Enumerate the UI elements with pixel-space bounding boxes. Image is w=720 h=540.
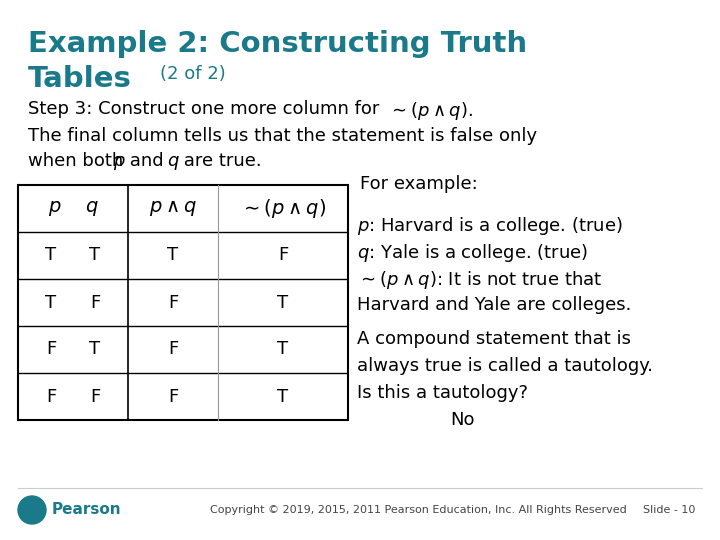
Text: Slide - 10: Slide - 10 (643, 505, 695, 515)
Text: F: F (46, 341, 56, 359)
Text: T: T (89, 341, 101, 359)
Text: F: F (168, 294, 178, 312)
Text: $\sim(p \wedge q).$: $\sim(p \wedge q).$ (388, 100, 473, 122)
Text: p: p (113, 152, 125, 170)
Text: Step 3: Construct one more column for: Step 3: Construct one more column for (28, 100, 379, 118)
Text: and: and (124, 152, 169, 170)
Text: Pearson: Pearson (52, 503, 122, 517)
Text: Is this a tautology?: Is this a tautology? (357, 384, 528, 402)
Text: are true.: are true. (178, 152, 261, 170)
Text: F: F (90, 294, 100, 312)
Text: For example:: For example: (360, 175, 478, 193)
Text: P: P (27, 503, 37, 516)
Text: A compound statement that is: A compound statement that is (357, 330, 631, 348)
Text: Tables: Tables (28, 65, 132, 93)
Text: T: T (45, 246, 57, 265)
Text: when both: when both (28, 152, 129, 170)
Circle shape (18, 496, 46, 524)
Text: $q$: Yale is a college. (true): $q$: Yale is a college. (true) (357, 242, 588, 264)
Text: $p \wedge q$: $p \wedge q$ (149, 199, 197, 218)
Text: $\sim(p \wedge q)$: It is not true that: $\sim(p \wedge q)$: It is not true that (357, 269, 602, 291)
Text: T: T (277, 388, 289, 406)
Text: F: F (168, 388, 178, 406)
Text: $\sim(p \wedge q)$: $\sim(p \wedge q)$ (240, 197, 326, 220)
Text: F: F (278, 246, 288, 265)
Text: F: F (168, 341, 178, 359)
Text: always true is called a tautology.: always true is called a tautology. (357, 357, 653, 375)
Text: No: No (450, 411, 474, 429)
Text: T: T (89, 246, 101, 265)
Text: The final column tells us that the statement is false only: The final column tells us that the state… (28, 127, 537, 145)
Text: F: F (46, 388, 56, 406)
Text: $p$: Harvard is a college. (true): $p$: Harvard is a college. (true) (357, 215, 623, 237)
Text: Example 2: Constructing Truth: Example 2: Constructing Truth (28, 30, 527, 58)
Text: F: F (90, 388, 100, 406)
Text: T: T (277, 341, 289, 359)
Text: (2 of 2): (2 of 2) (160, 65, 226, 83)
Text: q: q (167, 152, 179, 170)
Text: T: T (45, 294, 57, 312)
Text: T: T (277, 294, 289, 312)
Text: Copyright © 2019, 2015, 2011 Pearson Education, Inc. All Rights Reserved: Copyright © 2019, 2015, 2011 Pearson Edu… (210, 505, 626, 515)
Text: T: T (168, 246, 179, 265)
Text: $p$    $q$: $p$ $q$ (48, 199, 99, 218)
Text: Harvard and Yale are colleges.: Harvard and Yale are colleges. (357, 296, 631, 314)
